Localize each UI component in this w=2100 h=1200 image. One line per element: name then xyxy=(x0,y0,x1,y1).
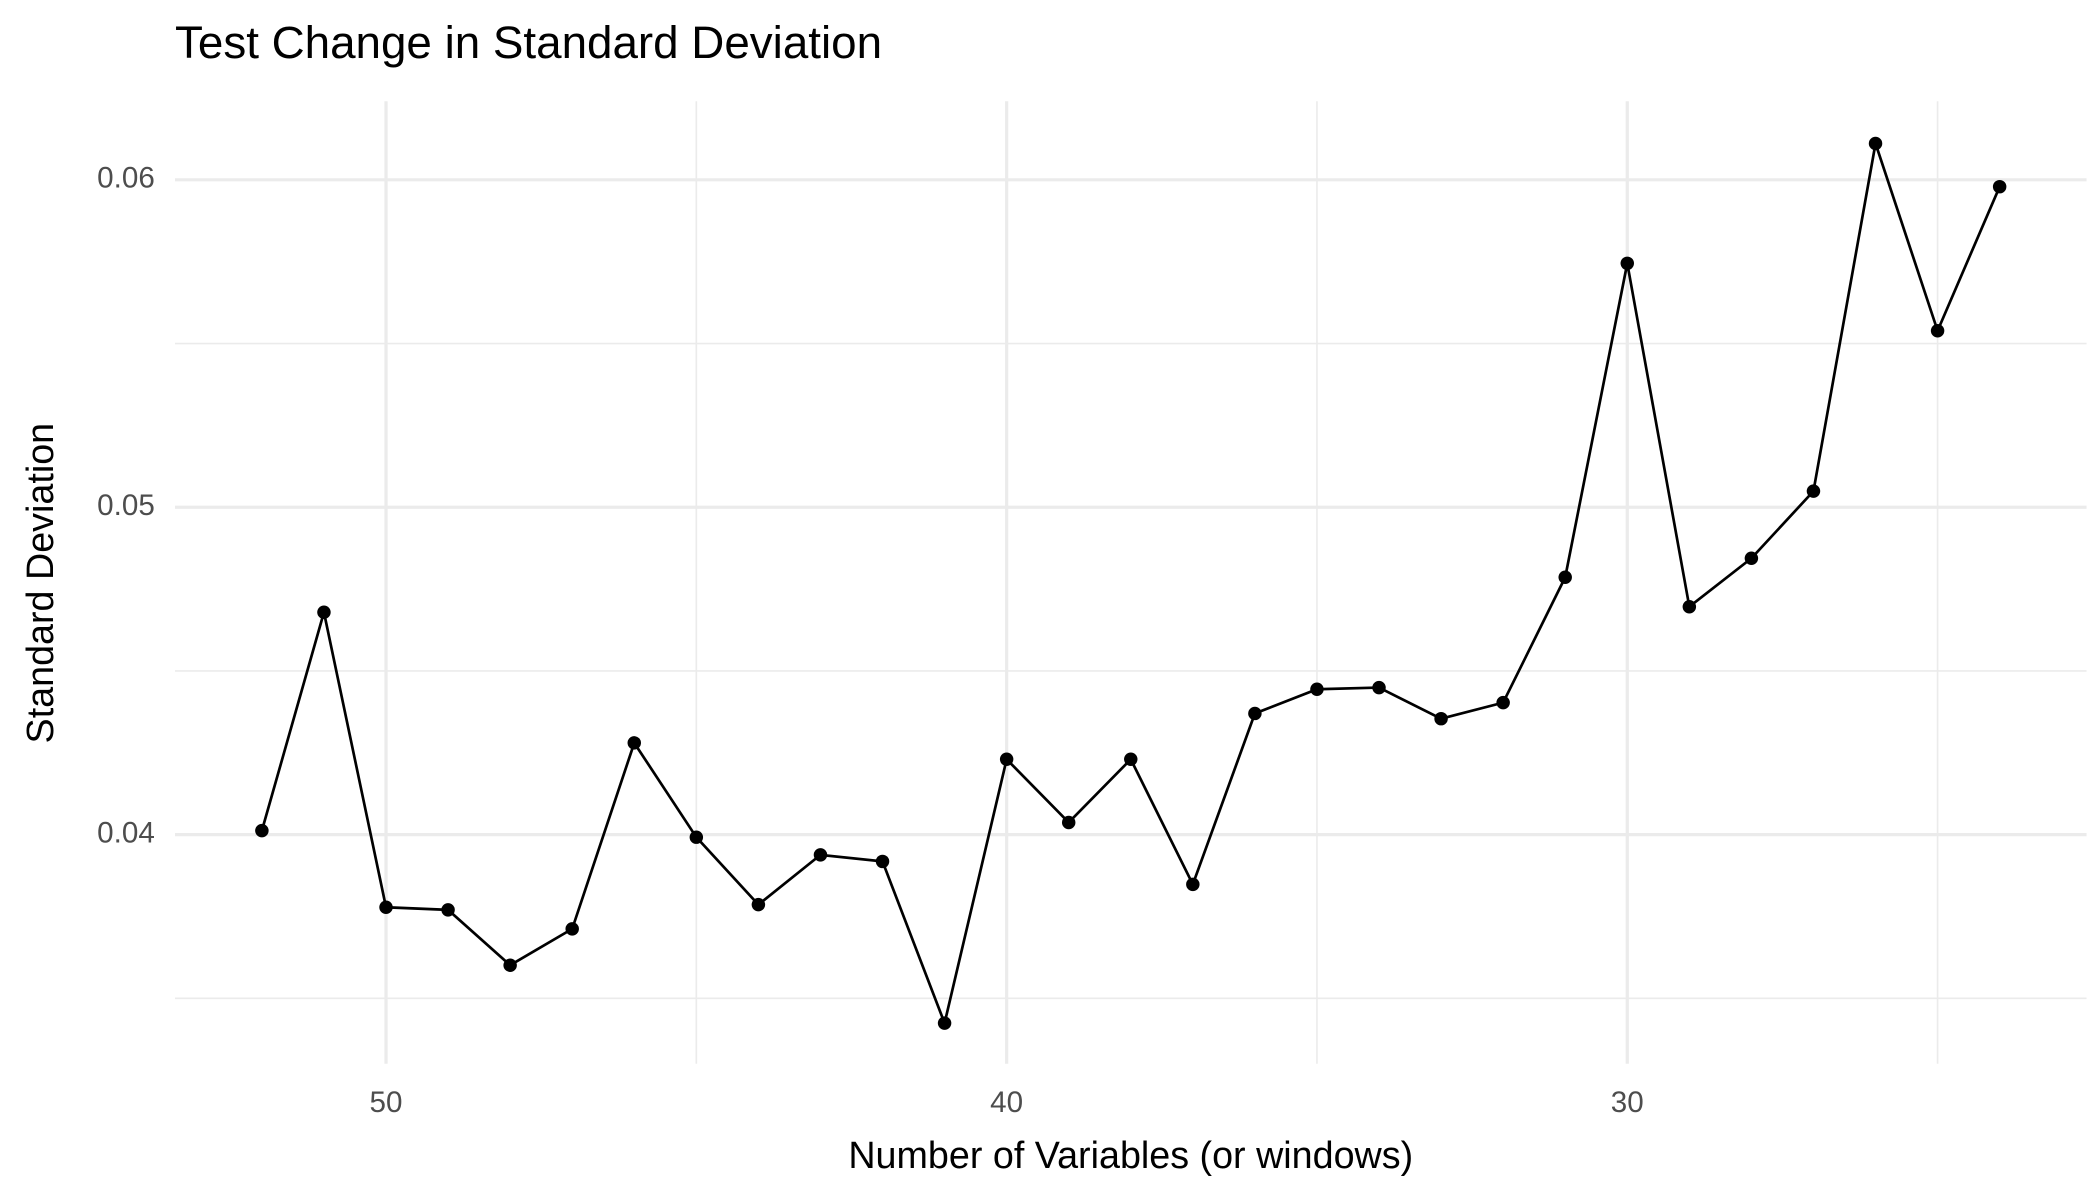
point xyxy=(1620,256,1635,271)
point xyxy=(1310,682,1324,696)
point xyxy=(627,736,641,750)
point xyxy=(1992,179,2007,194)
point xyxy=(441,903,455,917)
point xyxy=(1806,484,1821,498)
x-tick-label: 50 xyxy=(370,1086,403,1119)
point xyxy=(1682,599,1697,614)
point xyxy=(1248,706,1262,721)
chart-title: Test Change in Standard Deviation xyxy=(175,17,882,68)
point xyxy=(875,854,890,869)
point xyxy=(317,605,331,620)
point xyxy=(1061,815,1076,830)
point xyxy=(1372,680,1386,695)
point xyxy=(1558,570,1572,584)
point xyxy=(751,897,766,912)
x-axis-title: Number of Variables (or windows) xyxy=(848,1134,1413,1176)
point xyxy=(1744,551,1759,566)
point xyxy=(565,922,579,936)
point xyxy=(1868,136,1883,151)
point xyxy=(813,848,828,862)
x-tick-label: 30 xyxy=(1611,1086,1644,1119)
point xyxy=(999,752,1014,767)
line xyxy=(260,143,2001,1028)
y-tick-label: 0.05 xyxy=(97,489,155,522)
y-tick-label: 0.06 xyxy=(97,162,155,195)
point xyxy=(937,1016,952,1030)
point xyxy=(1186,877,1200,892)
point xyxy=(1434,711,1448,726)
y-tick-label: 0.04 xyxy=(97,816,155,849)
point xyxy=(255,823,269,838)
point xyxy=(1930,324,1945,338)
point xyxy=(379,900,393,914)
point xyxy=(1124,752,1138,767)
y-axis-title: Standard Deviation xyxy=(19,423,61,744)
x-tick-label: 40 xyxy=(990,1086,1023,1119)
point xyxy=(689,830,704,844)
point xyxy=(503,958,517,972)
point xyxy=(1496,695,1510,710)
